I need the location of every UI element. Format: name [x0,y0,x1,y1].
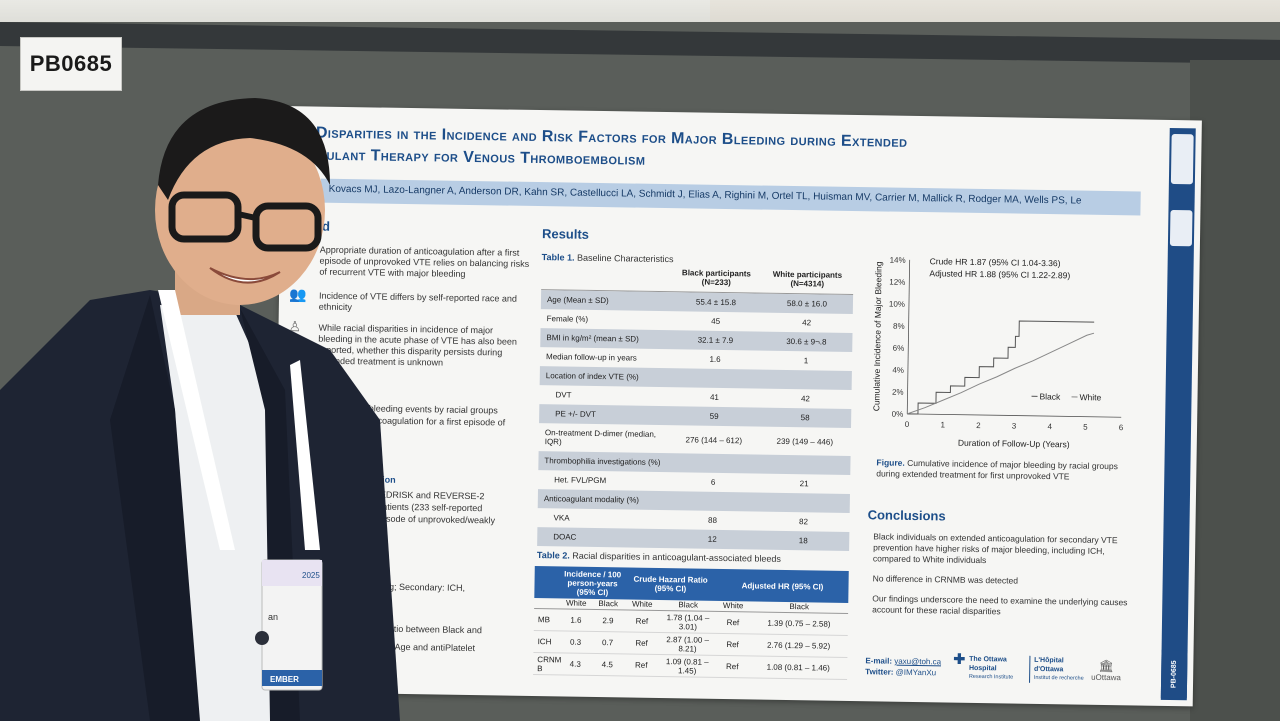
x-tick-label: 1 [940,420,945,429]
hazard-ratio-annotation: Adjusted HR 1.88 (95% CI 1.22-2.89) [929,268,1070,280]
hazard-ratio-annotation: Crude HR 1.87 (95% CI 1.04-3.36) [930,256,1061,268]
suit-button [255,631,269,645]
table1-caption: Table 1. Baseline Characteristics [541,252,674,265]
research-poster: al Disparities in the Incidence and Risk… [272,106,1202,707]
badge-role: EMBER [270,675,299,684]
y-tick-label: 4% [892,366,904,375]
conclusions-heading: Conclusions [867,507,946,524]
x-tick-label: 4 [1047,422,1052,431]
society-logo-icon [1169,209,1193,247]
x-axis-label: Duration of Follow-Up (Years) [958,438,1070,450]
x-tick-label: 6 [1119,423,1124,432]
y-axis-line [906,259,911,414]
university-logo: 🏛 uOttawa [1091,658,1121,683]
presenter-person: 2025 an EMBER [0,98,400,721]
table2-caption: Table 2. Racial disparities in anticoagu… [536,550,782,564]
y-axis-label: Cumulative Incidence of Major Bleeding [871,261,883,411]
column-header: Black participants (N=233) [681,268,751,288]
x-tick-label: 5 [1083,423,1088,432]
x-axis-line [907,413,1122,418]
y-tick-label: 12% [889,278,905,287]
y-tick-label: 8% [893,322,905,331]
series-line-black [907,320,1095,415]
poster-id-card: PB0685 [20,37,122,91]
side-poster-id: PB-0685 [1160,649,1188,699]
y-tick-label: 6% [893,344,905,353]
authors-bar: Kovacs MJ, Lazo-Langner A, Anderson DR, … [320,178,1141,216]
conclusion-item: No difference in CRNMB was detected [872,573,1019,586]
bleeding-table: Incidence / 100 person-years (95% CI) Cr… [533,566,849,680]
legend-entry: Black [1039,391,1061,401]
hospital-logo: ✚ The Ottawa Hospital Research Institute … [953,650,1093,684]
column-header: White participants (N=4314) [772,269,843,289]
table-row: DOAC 12 18 [537,527,850,551]
legend-entry: White [1079,392,1101,402]
x-tick-label: 2 [976,421,981,430]
conference-logo-icon [1170,133,1194,185]
badge-year: 2025 [302,571,320,580]
table-header: Incidence / 100 person-years (95% CI) Cr… [534,566,849,603]
twitter-handle[interactable]: @IMYanXu [895,667,937,678]
table-row: CRNM B 4.3 4.5 Ref 1.09 (0.81 – 1.45) Ref 1.08… [533,653,848,680]
poster-board-edge [1190,60,1280,721]
y-tick-label: 10% [889,300,905,309]
baseline-table: Black participants (N=233) White partici… [537,266,854,551]
cumulative-incidence-chart: 0 1 2 3 4 5 6 0% 2% 4% 6% 8% 10% 12% 14% Duration of Fo… [871,256,1124,450]
conclusion-item: Our findings underscore the need to exam… [872,593,1128,617]
contact-info: E-mail: yaxu@toh.ca Twitter: @IMYanXu [865,656,942,678]
y-tick-label: 0% [892,410,904,419]
university-crest-icon: 🏛 [1098,658,1114,674]
x-tick-label: 0 [905,420,910,429]
conclusion-item: Black individuals on extended anticoagul… [872,531,1118,566]
results-heading: Results [541,226,590,242]
y-tick-label: 2% [892,388,904,397]
y-tick-label: 14% [890,256,906,265]
email-link[interactable]: yaxu@toh.ca [894,656,942,667]
badge-name: an [268,612,278,622]
x-tick-label: 3 [1012,422,1017,431]
series-line-white [907,332,1095,415]
figure-caption: Figure. Cumulative incidence of major bl… [876,457,1118,482]
poster-title: al Disparities in the Incidence and Risk… [295,122,1146,179]
cross-icon: ✚ [953,650,966,667]
